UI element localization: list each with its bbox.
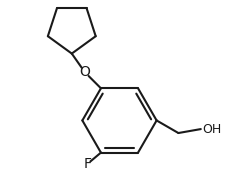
Text: O: O xyxy=(79,65,90,79)
Text: F: F xyxy=(83,157,91,171)
Text: OH: OH xyxy=(202,123,221,135)
